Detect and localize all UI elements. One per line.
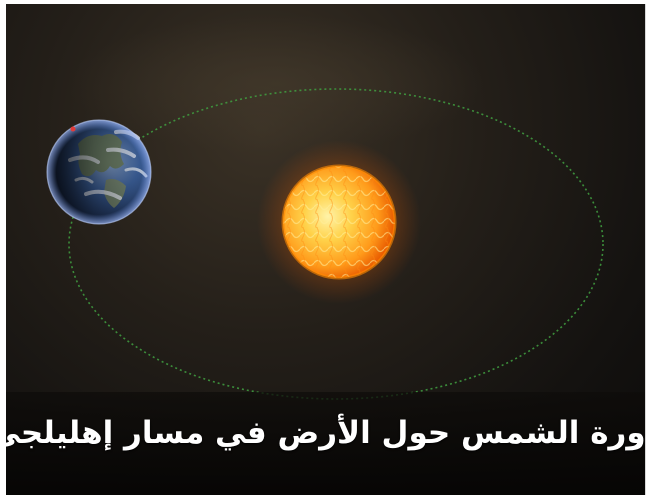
caption-bar: دورة الشمس حول الأرض في مسار إهليلجي [6,392,645,495]
animation-frame: دورة الشمس حول الأرض في مسار إهليلجي [6,4,646,495]
location-marker [70,126,76,132]
orbit-scene [46,88,604,400]
sun [257,140,421,304]
earth [46,119,152,225]
elliptical-orbit [68,88,604,400]
background-haze [66,14,486,154]
caption-text: دورة الشمس حول الأرض في مسار إهليلجي [6,414,646,451]
